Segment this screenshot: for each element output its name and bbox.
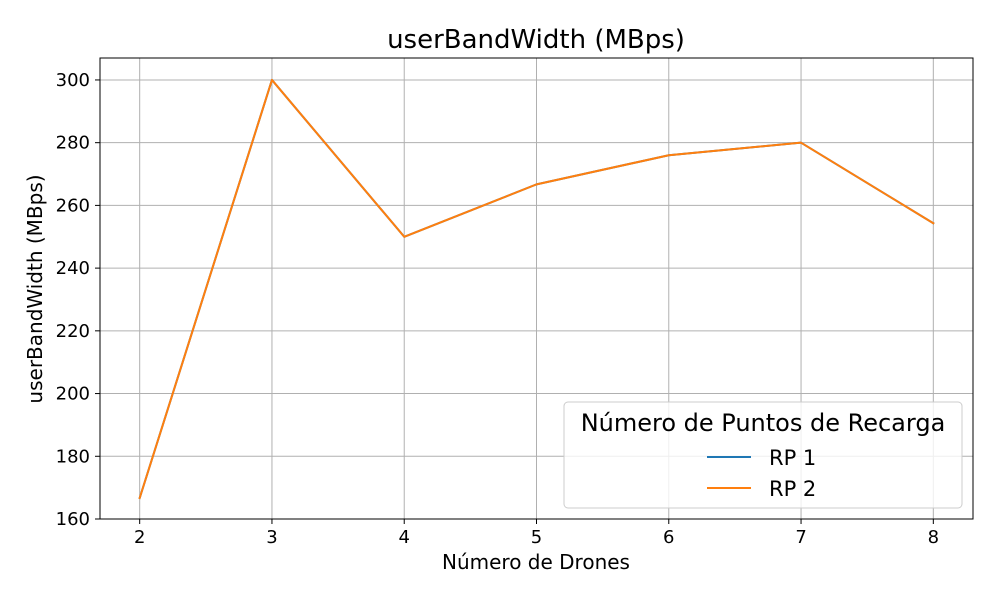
y-tick-label: 200 <box>56 384 90 405</box>
y-tick-label: 300 <box>56 70 90 91</box>
legend: Número de Puntos de Recarga RP 1 RP 2 <box>563 401 963 509</box>
y-tick-label: 220 <box>56 321 90 342</box>
x-tick-label: 7 <box>795 527 806 548</box>
legend-label-rp-2: RP 2 <box>769 477 816 501</box>
legend-title: Número de Puntos de Recarga <box>581 409 946 437</box>
series-layer <box>138 78 935 500</box>
x-tick-label: 8 <box>928 527 939 548</box>
series-line-rp-2 <box>138 78 935 500</box>
x-tick-label: 2 <box>134 527 145 548</box>
legend-label-rp-1: RP 1 <box>769 446 816 470</box>
y-tick-label: 160 <box>56 509 90 530</box>
grid <box>100 58 973 520</box>
chart-title: userBandWidth (MBps) <box>387 25 685 55</box>
legend-items: RP 1 RP 2 <box>707 446 816 501</box>
y-tick-label: 180 <box>56 446 90 467</box>
y-tick-label: 260 <box>56 195 90 216</box>
y-tick-label: 240 <box>56 258 90 279</box>
x-tick-label: 4 <box>399 527 410 548</box>
x-tick-label: 6 <box>663 527 674 548</box>
legend-box <box>563 401 963 509</box>
x-axis-label: Número de Drones <box>442 550 630 574</box>
x-tick-label: 3 <box>266 527 277 548</box>
y-axis-label: userBandWidth (MBps) <box>23 174 47 403</box>
axis-ticks: 2 3 4 5 6 7 8 160 180 200 220 240 260 280 300 <box>56 70 939 548</box>
x-tick-label: 5 <box>531 527 542 548</box>
y-tick-label: 280 <box>56 133 90 154</box>
